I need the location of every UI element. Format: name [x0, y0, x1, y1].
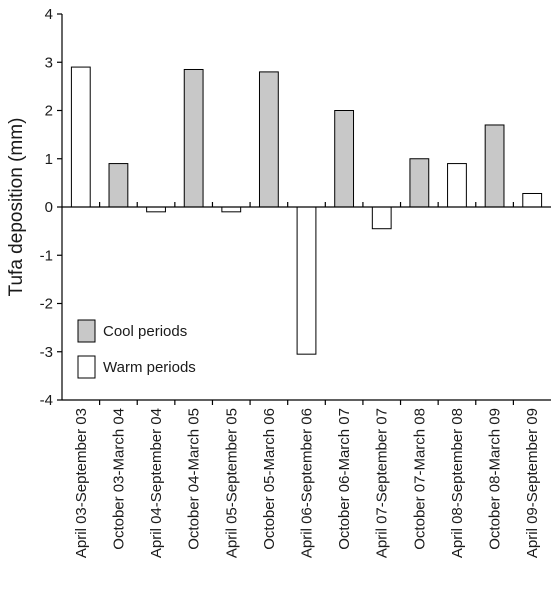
category-label: April 07-September 07 — [374, 408, 391, 558]
y-tick-label: -4 — [40, 392, 53, 409]
legend-label-warm: Warm periods — [103, 359, 196, 376]
category-label: October 06-March 07 — [336, 408, 353, 550]
category-label: October 04-March 05 — [186, 408, 203, 550]
bar-10 — [409, 158, 430, 208]
bar-5 — [221, 206, 242, 213]
bar-1 — [70, 66, 91, 208]
category-label: October 03-March 04 — [110, 408, 127, 550]
category-label: April 08-September 08 — [449, 408, 466, 558]
y-axis-title: Tufa deposition (mm) — [6, 118, 27, 297]
category-label: April 04-September 04 — [148, 408, 165, 558]
category-label: October 08-March 09 — [487, 408, 504, 550]
x-ticks — [99, 202, 514, 405]
category-label: April 03-September 03 — [73, 408, 90, 558]
bar-4 — [183, 68, 204, 208]
y-ticks: -4 -3 -2 -1 0 1 2 3 4 — [40, 6, 62, 409]
bar-11 — [447, 163, 467, 208]
y-tick-label: 1 — [45, 151, 53, 168]
bar-8 — [334, 110, 355, 208]
y-tick-label: 4 — [45, 6, 53, 23]
bar-9 — [371, 206, 392, 230]
legend-label-cool: Cool periods — [103, 323, 187, 340]
bar-12 — [484, 124, 505, 208]
bar-3 — [146, 206, 166, 213]
y-tick-label: 3 — [45, 54, 53, 71]
bar-7 — [296, 206, 317, 355]
category-label: April 06-September 06 — [299, 408, 316, 558]
y-tick-label: 0 — [45, 199, 53, 216]
bar-2 — [108, 163, 129, 208]
legend-swatch-warm — [77, 355, 96, 379]
y-tick-label: -3 — [40, 344, 53, 361]
category-labels: April 03-September 03 October 03-March 04… — [73, 408, 541, 558]
bar-13 — [522, 192, 543, 208]
category-label: October 07-March 08 — [411, 408, 428, 550]
category-label: April 05-September 05 — [223, 408, 240, 558]
legend: Cool periods Warm periods — [77, 319, 196, 379]
category-label: April 09-September 09 — [524, 408, 541, 558]
y-tick-label: -1 — [40, 247, 53, 264]
bar-6 — [258, 71, 279, 208]
bars-layer — [70, 66, 543, 355]
legend-swatch-cool — [77, 319, 96, 343]
y-tick-label: 2 — [45, 103, 53, 120]
category-label: October 05-March 06 — [261, 408, 278, 550]
y-tick-label: -2 — [40, 296, 53, 313]
